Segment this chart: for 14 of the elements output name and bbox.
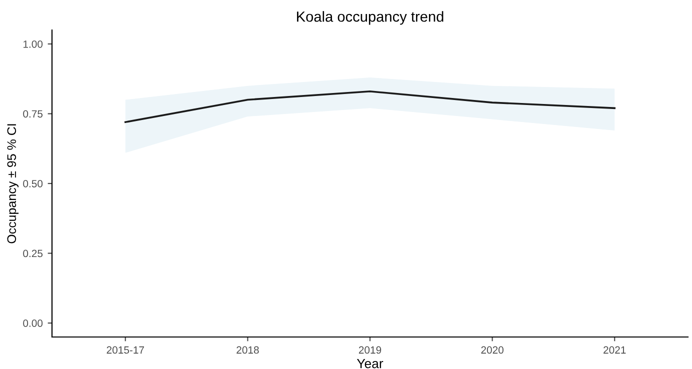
y-axis-title: Occupancy ± 95 % CI: [7, 124, 19, 244]
x-tick-label: 2021: [604, 346, 626, 354]
x-tick-label: 2018: [236, 346, 259, 354]
x-tick-label: 2019: [358, 346, 382, 354]
x-tick-label: 2015-17: [106, 346, 144, 354]
y-tick-label: 1.00: [23, 40, 43, 48]
chart-title: Koala occupancy trend: [297, 11, 444, 25]
y-tick-label: 0.00: [23, 320, 43, 327]
y-tick-label: 0.50: [23, 180, 43, 188]
line-series: [124, 90, 616, 124]
x-axis-title: Year: [356, 359, 384, 368]
y-tick-label: 0.75: [23, 110, 43, 118]
x-tick-label: 2020: [481, 346, 504, 354]
y-tick-label: 0.25: [23, 250, 43, 258]
